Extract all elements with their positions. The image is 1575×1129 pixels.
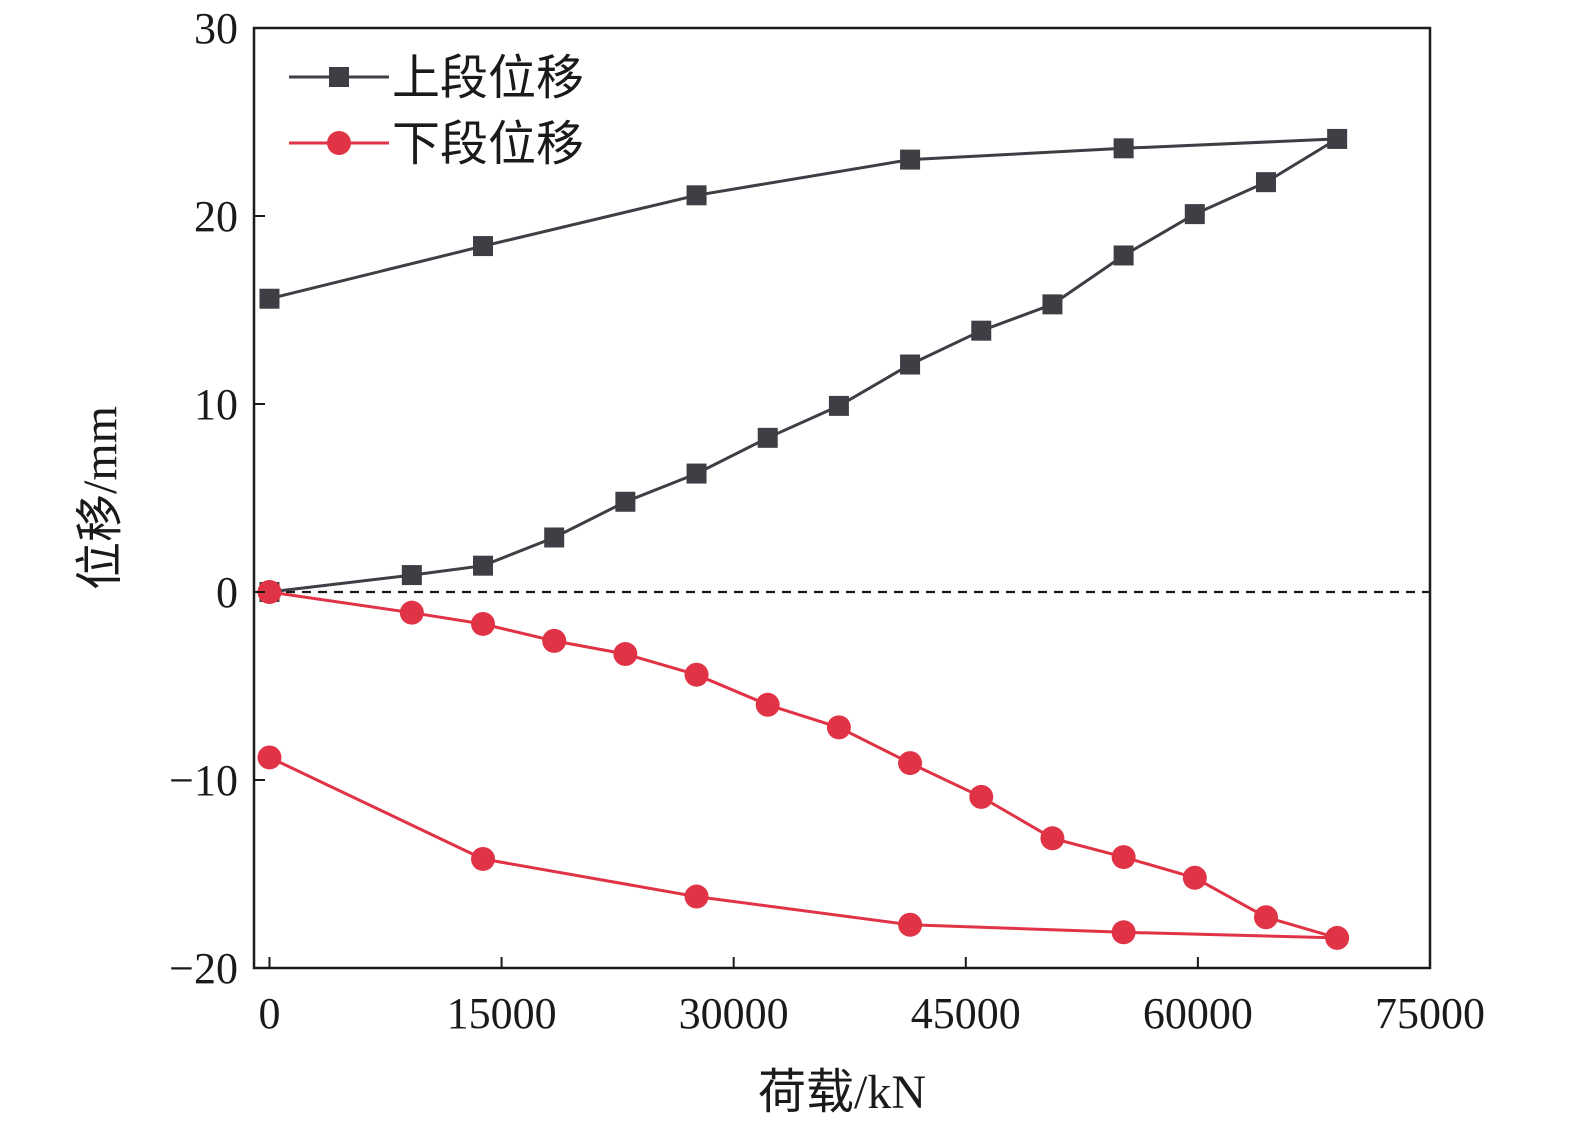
data-point [684,662,709,687]
x-tick-label: 0 [258,989,280,1038]
data-point [828,395,849,416]
legend-marker [327,131,351,155]
data-point [898,912,923,937]
y-tick-label: 10 [194,380,238,429]
legend-item: 下段位移 [289,118,584,171]
data-point [898,751,923,776]
y-tick-label: 0 [216,568,238,617]
y-tick-label: −10 [169,756,238,805]
legend-marker [329,67,349,87]
data-point [686,185,707,206]
data-point [615,491,636,512]
x-tick-label: 60000 [1143,989,1253,1038]
x-axis-title: 荷载/kN [758,1066,926,1119]
data-point [1253,905,1278,930]
data-point [257,580,282,604]
data-point [1184,204,1205,225]
data-point [473,555,494,576]
data-point [259,288,280,309]
tick-layer: 0 15000 30000 45000 60000 75000 −20 −10 0 10 20 30 [169,4,1485,1038]
data-point [826,715,851,740]
legend-label: 上段位移 [392,52,584,105]
data-point [1111,920,1136,945]
data-point [1113,245,1134,266]
x-tick-label: 30000 [679,989,789,1038]
data-point [1040,826,1065,851]
data-point [1182,865,1207,890]
data-point [684,884,709,909]
y-tick-label: 20 [194,192,238,241]
series-2 [257,580,1350,950]
data-point [1327,128,1348,149]
data-point [757,427,778,448]
y-tick-label: 30 [194,4,238,53]
data-point [1255,172,1276,193]
data-point [900,149,921,170]
series-line [269,137,1338,594]
series-layer [257,128,1350,950]
legend-label: 下段位移 [392,118,584,171]
data-point [755,692,780,717]
data-point [471,611,496,636]
series-line [268,590,1338,940]
data-point [1111,845,1136,870]
data-point [473,236,494,257]
data-point [1325,925,1350,950]
data-point [1042,294,1063,315]
legend-item: 上段位移 [289,52,584,105]
data-point [900,354,921,375]
plot-frame [252,26,1432,970]
data-point [471,846,496,871]
data-point [969,784,994,809]
data-point [971,320,992,341]
x-tick-label: 45000 [911,989,1021,1038]
data-point [544,527,565,548]
data-point [257,745,282,770]
x-tick-label: 15000 [447,989,557,1038]
y-tick-label: −20 [169,944,238,993]
data-point [613,642,638,667]
data-point [686,463,707,484]
data-point [1113,138,1134,159]
data-point [401,565,422,586]
y-axis-title: 位移/mm [74,406,127,590]
data-point [542,628,567,653]
x-tick-label: 75000 [1375,989,1485,1038]
data-point [399,600,424,625]
